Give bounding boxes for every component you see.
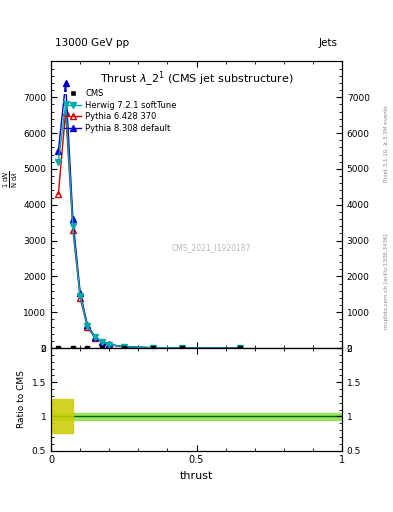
Text: Jets: Jets	[319, 38, 338, 49]
Legend: CMS, Herwig 7.2.1 softTune, Pythia 6.428 370, Pythia 8.308 default: CMS, Herwig 7.2.1 softTune, Pythia 6.428…	[61, 86, 180, 136]
Text: 13000 GeV pp: 13000 GeV pp	[55, 38, 129, 49]
Text: CMS_2021_I1920187: CMS_2021_I1920187	[171, 243, 251, 252]
X-axis label: thrust: thrust	[180, 471, 213, 481]
Text: mcplots.cern.ch [arXiv:1306.3436]: mcplots.cern.ch [arXiv:1306.3436]	[384, 234, 389, 329]
Text: Rivet 3.1.10, ≥ 3.2M events: Rivet 3.1.10, ≥ 3.2M events	[384, 105, 389, 182]
Text: Thrust $\lambda\_2^1$ (CMS jet substructure): Thrust $\lambda\_2^1$ (CMS jet substruct…	[100, 70, 293, 90]
Y-axis label: Ratio to CMS: Ratio to CMS	[17, 370, 26, 429]
Text: $\frac{1}{\mathrm{N}}\frac{\mathrm{d}N}{\mathrm{d}\lambda}$: $\frac{1}{\mathrm{N}}\frac{\mathrm{d}N}{…	[2, 170, 20, 188]
